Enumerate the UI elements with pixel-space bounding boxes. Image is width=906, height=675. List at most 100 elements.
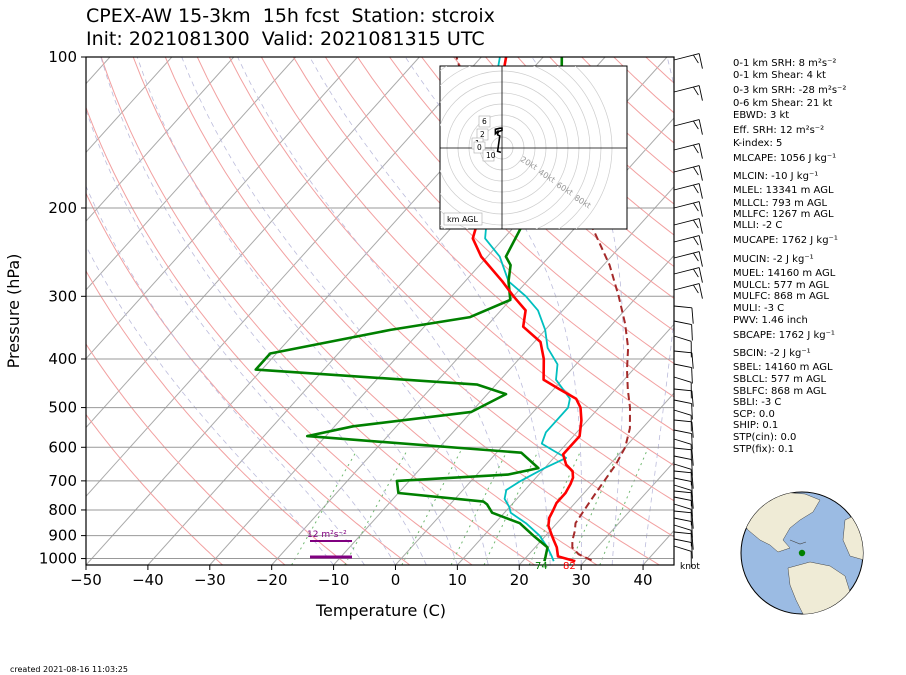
y-tick-label: 500 <box>48 399 77 417</box>
index-line: MULCL: 577 m AGL <box>733 280 829 291</box>
index-line: MUEL: 14160 m AGL <box>733 268 836 279</box>
index-line: SBEL: 14160 m AGL <box>733 362 833 373</box>
x-tick-label: 0 <box>391 571 401 589</box>
dry-adiabat-line <box>453 57 674 268</box>
x-tick-label: 40 <box>634 571 653 589</box>
wind-barb <box>673 447 694 466</box>
mixing-ratio-line <box>599 450 648 565</box>
dry-adiabat-line <box>357 57 674 365</box>
chart-title-line2: Init: 2021081300 Valid: 2021081315 UTC <box>86 28 485 50</box>
wind-barb <box>673 305 694 324</box>
dry-adiabat-line <box>228 57 674 502</box>
wind-barb <box>673 283 703 299</box>
srh-marker: 12 m²s⁻² <box>307 530 352 559</box>
x-tick-label: −40 <box>132 571 164 589</box>
wind-barb <box>673 165 703 181</box>
index-line: SBCIN: -2 J kg⁻¹ <box>733 348 811 359</box>
wind-barb <box>673 503 692 526</box>
index-line: 0-6 km Shear: 21 kt <box>733 98 833 109</box>
dry-adiabat-line <box>260 57 674 467</box>
wind-barbs <box>673 53 703 568</box>
y-axis-label: Pressure (hPa) <box>4 254 23 369</box>
hodograph-inset: 20kt40kt60kt80kt621010km AGL <box>439 65 628 230</box>
index-line: SBLI: -3 C <box>733 397 782 408</box>
wind-barb <box>673 363 693 384</box>
index-line: MLLI: -2 C <box>733 220 783 231</box>
y-tick-label: 900 <box>48 527 77 545</box>
index-line: SBLCL: 577 m AGL <box>733 374 827 385</box>
dry-adiabat-line <box>196 57 674 538</box>
wind-barb <box>673 545 692 568</box>
dry-adiabat-line <box>86 343 286 565</box>
dry-adiabat-line <box>86 413 223 565</box>
wind-barb <box>673 531 694 550</box>
moist-adiabat-line <box>86 108 396 565</box>
wind-barb <box>673 399 693 420</box>
wind-barb <box>673 85 703 101</box>
dry-adiabat-line <box>389 57 674 332</box>
hodograph-frame <box>439 65 628 230</box>
wind-barb <box>673 143 703 159</box>
index-line: MUCAPE: 1762 J kg⁻¹ <box>733 235 838 246</box>
index-line: 0-1 km SRH: 8 m²s⁻² <box>733 58 837 69</box>
x-tick-label: 20 <box>510 571 529 589</box>
location-globe <box>740 491 864 615</box>
y-tick-label: 800 <box>48 501 77 519</box>
wind-barb <box>673 119 703 135</box>
isobar-lines <box>86 57 674 560</box>
wind-unit-label: knot <box>680 562 700 572</box>
chart-title-line1: CPEX-AW 15-3km 15h fcst Station: stcroix <box>86 5 495 27</box>
dry-adiabat-line <box>324 57 674 398</box>
wind-barb <box>673 251 703 267</box>
index-line: MLCIN: -10 J kg⁻¹ <box>733 171 819 182</box>
dry-adiabat-line <box>86 106 473 565</box>
surface-dewpoint-label: 74 <box>535 561 548 572</box>
wind-barb <box>673 490 694 509</box>
plot-frame <box>85 56 675 566</box>
mixing-ratio-line <box>401 450 462 565</box>
wind-barb <box>673 335 692 358</box>
index-line: MLCAPE: 1056 J kg⁻¹ <box>733 153 837 164</box>
srh-label: 12 m²s⁻² <box>307 530 347 540</box>
dry-adiabat-line <box>292 57 674 432</box>
wind-barb <box>673 201 703 217</box>
index-line: Eff. SRH: 12 m²s⁻² <box>733 125 825 136</box>
isotherm-line <box>518 392 674 565</box>
y-tick-label: 700 <box>48 472 77 490</box>
index-line: SHIP: 0.1 <box>733 420 779 431</box>
index-line: K-index: 5 <box>733 138 783 149</box>
wind-barb <box>673 538 693 559</box>
wind-barb <box>673 510 694 529</box>
wind-barb <box>673 463 692 486</box>
moist-adiabat-line <box>309 57 551 565</box>
index-line: MULI: -3 C <box>733 303 785 314</box>
x-tick-label: 30 <box>572 571 591 589</box>
dry-adiabat-line <box>86 192 411 565</box>
x-tick-label: −20 <box>256 571 288 589</box>
temperature-profile-line <box>471 57 583 563</box>
x-axis-label: Temperature (C) <box>315 601 446 620</box>
wind-barb <box>673 470 694 489</box>
y-tick-label: 400 <box>48 350 77 368</box>
wind-barb <box>673 419 694 438</box>
hodograph-trace <box>494 127 503 154</box>
index-line: MULFC: 868 m AGL <box>733 291 829 302</box>
wind-barb <box>673 267 703 283</box>
y-tick-label: 1000 <box>39 550 77 568</box>
wind-barb <box>673 53 703 69</box>
isotherm-line <box>456 323 674 565</box>
isotherm-line <box>86 57 358 360</box>
axes: −50 −40 −30 −20 −10 0 10 20 30 401002003004005006… <box>39 48 653 589</box>
moist-adiabat-line <box>86 245 334 565</box>
index-line: SCP: 0.0 <box>733 409 775 420</box>
index-line: 0-3 km SRH: -28 m²s⁻² <box>733 85 847 96</box>
wind-barb <box>673 429 693 450</box>
dry-adiabat-line <box>421 57 674 299</box>
moist-adiabat-line <box>181 57 489 565</box>
wind-barb <box>673 350 694 369</box>
created-timestamp: created 2021-08-16 11:03:25 <box>10 665 128 674</box>
wind-barb <box>673 235 703 251</box>
wind-barb <box>673 524 692 547</box>
wind-barb <box>673 376 692 399</box>
